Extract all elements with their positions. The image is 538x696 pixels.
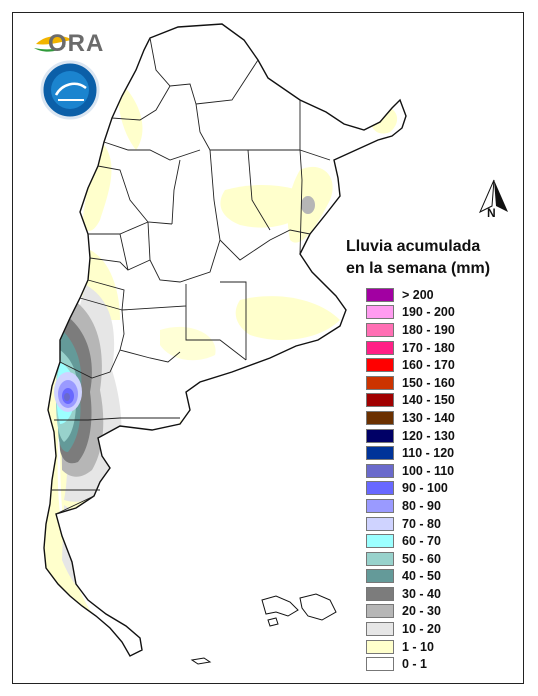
legend-swatch [366,393,394,408]
legend-swatch [366,604,394,619]
legend-item: 140 - 150 [366,392,455,410]
legend-swatch [366,340,394,355]
legend-label: 150 - 160 [402,375,455,390]
legend-item: 0 - 1 [366,655,455,673]
legend-label: 1 - 10 [402,639,434,654]
legend-item: 160 - 170 [366,356,455,374]
legend-swatch [366,569,394,584]
legend: > 200 190 - 200 180 - 190 170 - 180 160 - 17… [366,286,455,673]
legend-item: 90 - 100 [366,480,455,498]
legend-label: 20 - 30 [402,604,441,619]
legend-swatch [366,498,394,513]
smn-emblem-icon [40,60,100,120]
legend-label: 160 - 170 [402,358,455,373]
legend-label: 0 - 1 [402,657,428,672]
legend-label: 10 - 20 [402,622,441,637]
legend-item: 180 - 190 [366,321,455,339]
legend-swatch [366,410,394,425]
legend-label: 100 - 110 [402,463,455,478]
legend-item: 10 - 20 [366,620,455,638]
ora-logo-text: ORA [48,30,105,57]
legend-label: 180 - 190 [402,322,455,337]
legend-swatch [366,551,394,566]
legend-item: 20 - 30 [366,603,455,621]
legend-item: 170 - 180 [366,339,455,357]
legend-label: 170 - 180 [402,340,455,355]
legend-swatch [366,375,394,390]
legend-item: 40 - 50 [366,568,455,586]
legend-item: 120 - 130 [366,427,455,445]
legend-label: 70 - 80 [402,516,441,531]
legend-item: 70 - 80 [366,515,455,533]
legend-label: > 200 [402,287,434,302]
legend-item: 60 - 70 [366,532,455,550]
legend-item: 150 - 160 [366,374,455,392]
legend-label: 30 - 40 [402,586,441,601]
small-islands [190,657,212,665]
legend-title-line2: en la semana (mm) [346,260,491,277]
legend-title: Lluvia acumulada en la semana (mm) [346,236,526,280]
legend-swatch [366,639,394,654]
legend-item: 110 - 120 [366,444,455,462]
legend-swatch [366,305,394,320]
legend-label: 60 - 70 [402,534,441,549]
legend-item: 130 - 140 [366,409,455,427]
legend-label: 140 - 150 [402,393,455,408]
legend-item: 50 - 60 [366,550,455,568]
legend-swatch [366,657,394,672]
legend-swatch [366,446,394,461]
legend-label: 190 - 200 [402,305,455,320]
legend-label: 90 - 100 [402,481,448,496]
north-arrow-icon [478,179,508,214]
legend-item: > 200 [366,286,455,304]
legend-label: 50 - 60 [402,551,441,566]
legend-item: 190 - 200 [366,304,455,322]
legend-item: 80 - 90 [366,497,455,515]
province-boundaries [52,37,331,515]
north-label: N [487,206,496,220]
legend-item: 1 - 10 [366,638,455,656]
legend-swatch [366,481,394,496]
legend-label: 110 - 120 [402,446,455,461]
legend-swatch [366,622,394,637]
legend-swatch [366,516,394,531]
legend-label: 80 - 90 [402,498,441,513]
legend-swatch [366,287,394,302]
legend-item: 30 - 40 [366,585,455,603]
legend-title-line1: Lluvia acumulada [346,238,481,255]
legend-item: 100 - 110 [366,462,455,480]
legend-swatch [366,322,394,337]
legend-swatch [366,358,394,373]
legend-label: 40 - 50 [402,569,441,584]
malvinas-islands [261,593,337,627]
ora-leaf-icon [34,35,72,52]
legend-label: 120 - 130 [402,428,455,443]
legend-swatch [366,463,394,478]
legend-swatch [366,586,394,601]
legend-swatch [366,428,394,443]
legend-swatch [366,534,394,549]
legend-label: 130 - 140 [402,410,455,425]
